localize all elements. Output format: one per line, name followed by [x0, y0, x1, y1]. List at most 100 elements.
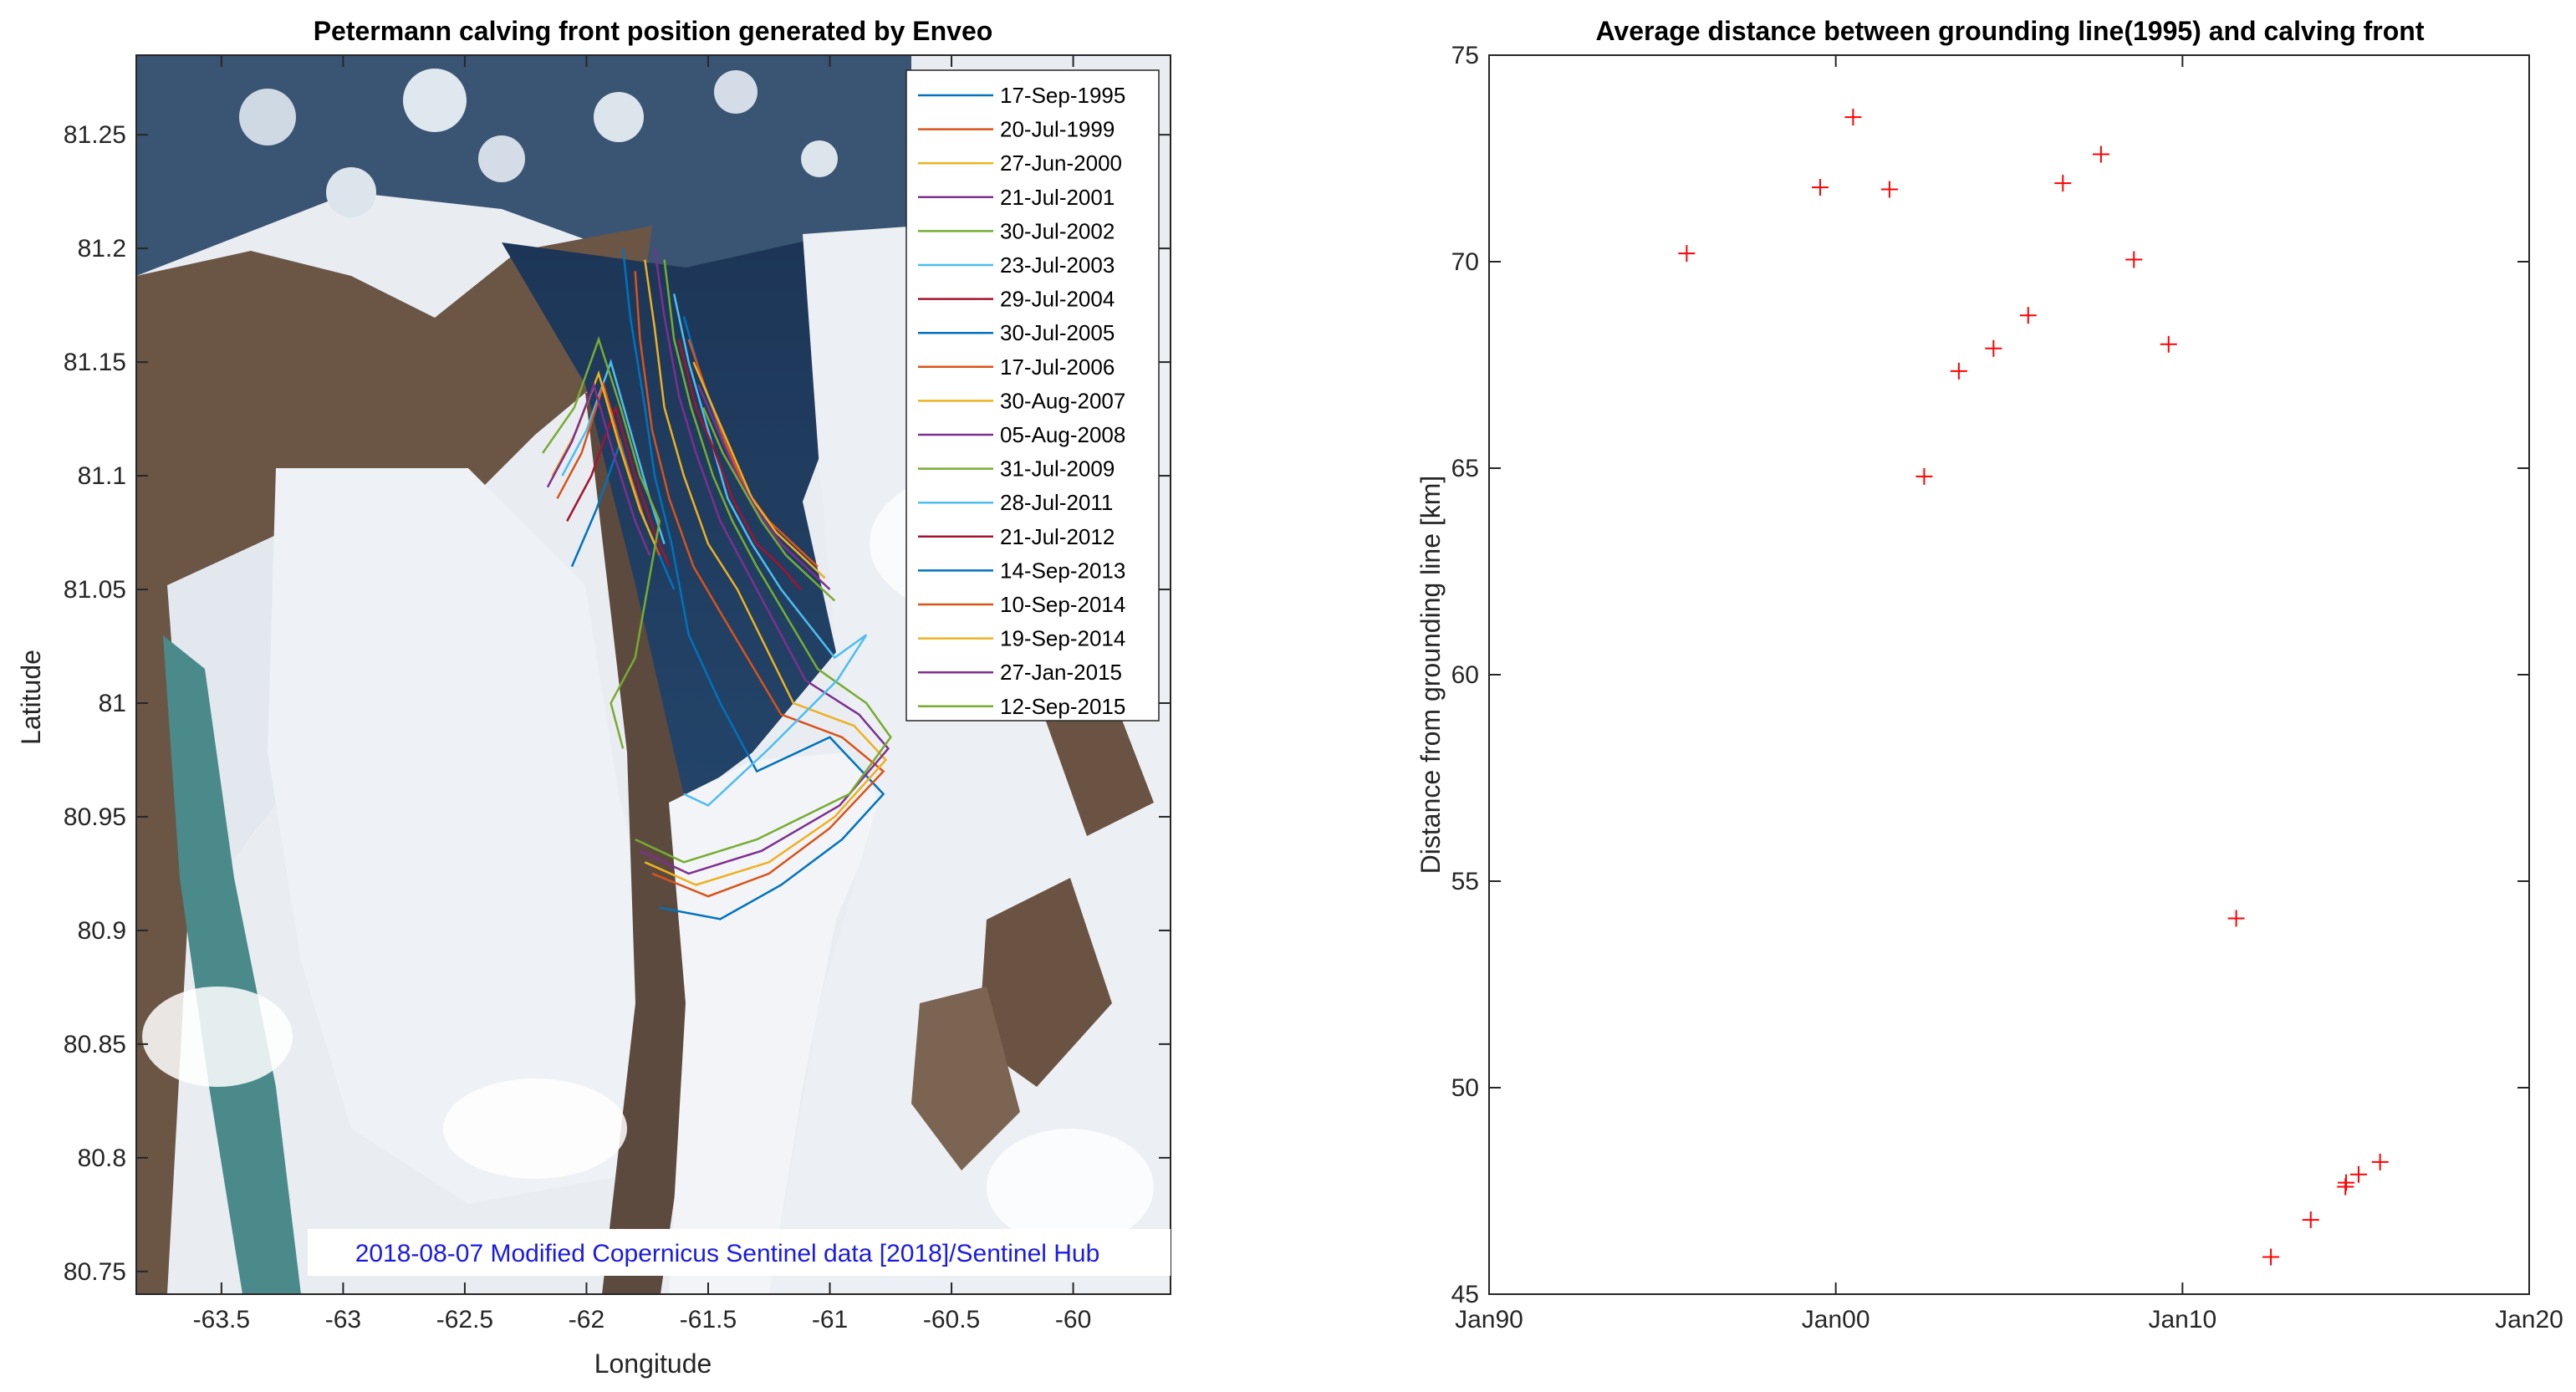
legend-label: 27-Jan-2015 — [1000, 660, 1122, 685]
distance-data-points — [1678, 109, 2389, 1266]
distance-ticks — [1488, 54, 2530, 1295]
map-y-tick-label: 80.75 — [64, 1258, 126, 1286]
distance-point — [1915, 467, 1933, 485]
distance-point — [2019, 307, 2037, 324]
distance-plot-area — [1489, 55, 2529, 1294]
distance-point — [2262, 1248, 2280, 1266]
legend-label: 10-Sep-2014 — [1000, 592, 1125, 617]
map-y-tick-label: 80.9 — [78, 917, 126, 945]
map-y-tick-label: 81.15 — [64, 349, 126, 376]
calving-front-line — [672, 293, 868, 807]
distance-x-tick-labels: Jan90 Jan00 Jan10 Jan20 — [1455, 1306, 2563, 1333]
map-x-tick-label: -63.5 — [193, 1306, 250, 1333]
legend-label: 19-Sep-2014 — [1000, 626, 1125, 651]
image-credit-box — [308, 1229, 1171, 1276]
map-ticks — [136, 55, 1171, 1294]
calving-front-line — [634, 271, 885, 898]
distance-y-tick-label: 65 — [1451, 455, 1479, 482]
map-y-tick-labels: 80.75 80.8 80.85 80.9 80.95 81 81.05 81.1 81.15 8… — [64, 121, 126, 1286]
map-legend: 17-Sep-1995 20-Jul-1999 27-Jun-2000 21-Jul-… — [905, 69, 1160, 721]
legend-label: 20-Jul-1999 — [1000, 117, 1115, 142]
legend-label: 17-Sep-1995 — [1000, 83, 1125, 108]
map-y-tick-label: 81 — [99, 690, 126, 717]
map-y-tick-label: 80.85 — [64, 1031, 126, 1058]
legend-label: 29-Jul-2004 — [1000, 287, 1115, 312]
distance-point — [1985, 339, 2002, 357]
map-y-tick-label: 81.05 — [64, 576, 126, 604]
legend-label: 23-Jul-2003 — [1000, 252, 1115, 278]
distance-point — [1880, 181, 1898, 198]
map-x-tick-label: -60 — [1055, 1306, 1091, 1333]
map-x-tick-labels: -63.5 -63 -62.5 -62 -61.5 -61 -60.5 -60 — [193, 1306, 1092, 1333]
legend-label: 31-Jul-2009 — [1000, 456, 1115, 482]
map-x-axis-label: Longitude — [594, 1349, 712, 1379]
distance-point — [2054, 175, 2072, 192]
distance-point — [2371, 1153, 2389, 1170]
legend-label: 12-Sep-2015 — [1000, 694, 1125, 719]
distance-y-tick-label: 60 — [1451, 661, 1479, 689]
distance-panel: Average distance between grounding line(… — [1416, 16, 2563, 1333]
calving-front-line — [644, 259, 888, 886]
map-x-tick-label: -63 — [325, 1306, 361, 1333]
distance-x-tick-label: Jan10 — [2148, 1306, 2216, 1333]
distance-x-tick-label: Jan00 — [1802, 1306, 1870, 1333]
map-x-tick-label: -62 — [569, 1306, 604, 1333]
distance-point — [2227, 910, 2245, 927]
calving-front-line — [635, 259, 892, 864]
legend-label: 28-Jul-2011 — [1000, 490, 1113, 515]
distance-point — [2349, 1165, 2367, 1183]
distance-point — [2160, 335, 2177, 353]
calving-front-line — [621, 247, 885, 920]
distance-y-tick-label: 55 — [1451, 868, 1479, 895]
distance-x-tick-label: Jan20 — [2495, 1306, 2563, 1333]
map-x-tick-label: -62.5 — [436, 1306, 493, 1333]
legend-label: 30-Jul-2005 — [1000, 320, 1115, 345]
legend-label: 14-Sep-2013 — [1000, 558, 1125, 583]
distance-y-tick-label: 70 — [1451, 248, 1479, 276]
map-y-tick-label: 80.95 — [64, 803, 126, 831]
legend-label: 30-Aug-2007 — [1000, 388, 1125, 413]
distance-point — [2302, 1211, 2319, 1229]
calving-front-line — [677, 339, 802, 590]
legend-label: 21-Jul-2012 — [1000, 524, 1115, 549]
map-axes-box — [135, 54, 1171, 1295]
map-x-tick-label: -61.5 — [680, 1306, 737, 1333]
map-y-tick-label: 80.8 — [78, 1145, 126, 1172]
calving-front-line — [702, 407, 836, 602]
distance-point — [1678, 245, 1696, 263]
map-legend-box — [905, 69, 1160, 721]
image-credit: 2018-08-07 Modified Copernicus Sentinel … — [308, 1229, 1171, 1276]
image-credit-text: 2018-08-07 Modified Copernicus Sentinel … — [355, 1240, 1100, 1267]
distance-y-tick-labels: 45 50 55 60 65 70 75 — [1451, 42, 1479, 1308]
map-x-tick-label: -61 — [812, 1306, 848, 1333]
legend-label: 30-Jul-2002 — [1000, 218, 1115, 243]
distance-point — [1812, 179, 1829, 196]
calving-front-line — [546, 381, 651, 556]
legend-label: 27-Jun-2000 — [1000, 150, 1122, 176]
distance-y-axis-label: Distance from grounding line [km] — [1416, 476, 1446, 874]
map-y-tick-label: 81.1 — [78, 462, 126, 490]
distance-point — [2338, 1174, 2355, 1191]
map-y-tick-label: 81.2 — [78, 235, 126, 263]
distance-point — [1950, 362, 1967, 380]
calving-front-line — [542, 336, 661, 749]
map-title: Petermann calving front position generat… — [314, 16, 993, 46]
calving-front-line — [692, 361, 826, 579]
distance-y-tick-label: 50 — [1451, 1074, 1479, 1102]
map-panel: Petermann calving front position generat… — [16, 16, 1171, 1379]
calving-front-line — [697, 384, 831, 590]
legend-label: 05-Aug-2008 — [1000, 422, 1125, 447]
distance-point — [2125, 251, 2143, 268]
distance-y-tick-label: 45 — [1451, 1281, 1479, 1308]
calving-front-lines — [542, 247, 892, 920]
distance-y-tick-label: 75 — [1451, 42, 1479, 69]
map-y-tick-label: 81.25 — [64, 121, 126, 149]
distance-point — [1844, 109, 1862, 126]
legend-label: 21-Jul-2001 — [1000, 185, 1115, 210]
map-y-axis-label: Latitude — [16, 650, 46, 745]
distance-x-tick-label: Jan90 — [1455, 1306, 1523, 1333]
distance-point — [2092, 145, 2109, 163]
distance-title: Average distance between grounding line(… — [1595, 16, 2424, 46]
calving-front-line — [639, 247, 890, 875]
